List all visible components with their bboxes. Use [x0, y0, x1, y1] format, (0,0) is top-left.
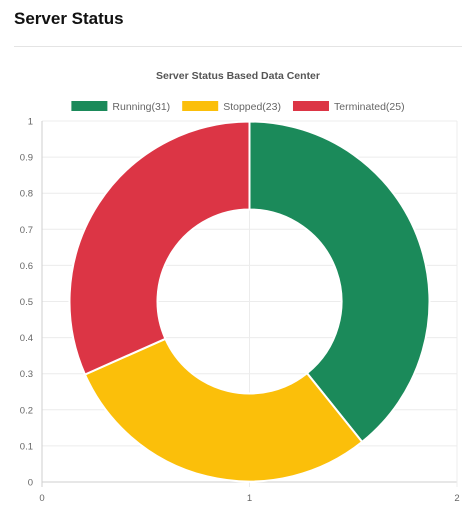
legend-swatch-terminated [292, 101, 329, 111]
legend-swatch-stopped [182, 101, 219, 111]
legend-swatch-running [71, 101, 108, 111]
x-tick-label: 0 [39, 493, 44, 504]
chart-legend: Running(31) Stopped(23) Terminated(25) [71, 101, 405, 113]
slice-terminated[interactable] [68, 120, 251, 376]
x-tick-label: 1 [247, 493, 252, 504]
title-divider [14, 46, 462, 47]
y-tick-label: 0.9 [20, 153, 33, 164]
x-tick-label: 2 [454, 493, 459, 504]
chart-slices [68, 120, 431, 483]
y-tick-label: 0 [28, 478, 33, 489]
y-tick-label: 0.7 [20, 225, 33, 236]
legend-label-running[interactable]: Running(31) [112, 101, 170, 113]
y-tick-label: 0.2 [20, 405, 33, 416]
legend-label-terminated[interactable]: Terminated(25) [334, 101, 405, 113]
y-tick-label: 1 [28, 117, 33, 128]
chart-ticks: 0 0.1 0.2 0.3 0.4 0.5 0.6 0.7 0.8 0.9 1 0 1 2 [20, 117, 460, 505]
y-tick-label: 0.6 [20, 261, 33, 272]
legend-label-stopped[interactable]: Stopped(23) [223, 101, 281, 113]
y-tick-label: 0.1 [20, 441, 33, 452]
card-title: Server Status [14, 9, 124, 28]
y-tick-label: 0.4 [20, 333, 33, 344]
slice-running[interactable] [248, 120, 431, 444]
slice-stopped[interactable] [83, 337, 364, 483]
chart-title: Server Status Based Data Center [156, 70, 320, 82]
y-tick-label: 0.8 [20, 189, 33, 200]
y-tick-label: 0.5 [20, 297, 33, 308]
y-tick-label: 0.3 [20, 369, 33, 380]
